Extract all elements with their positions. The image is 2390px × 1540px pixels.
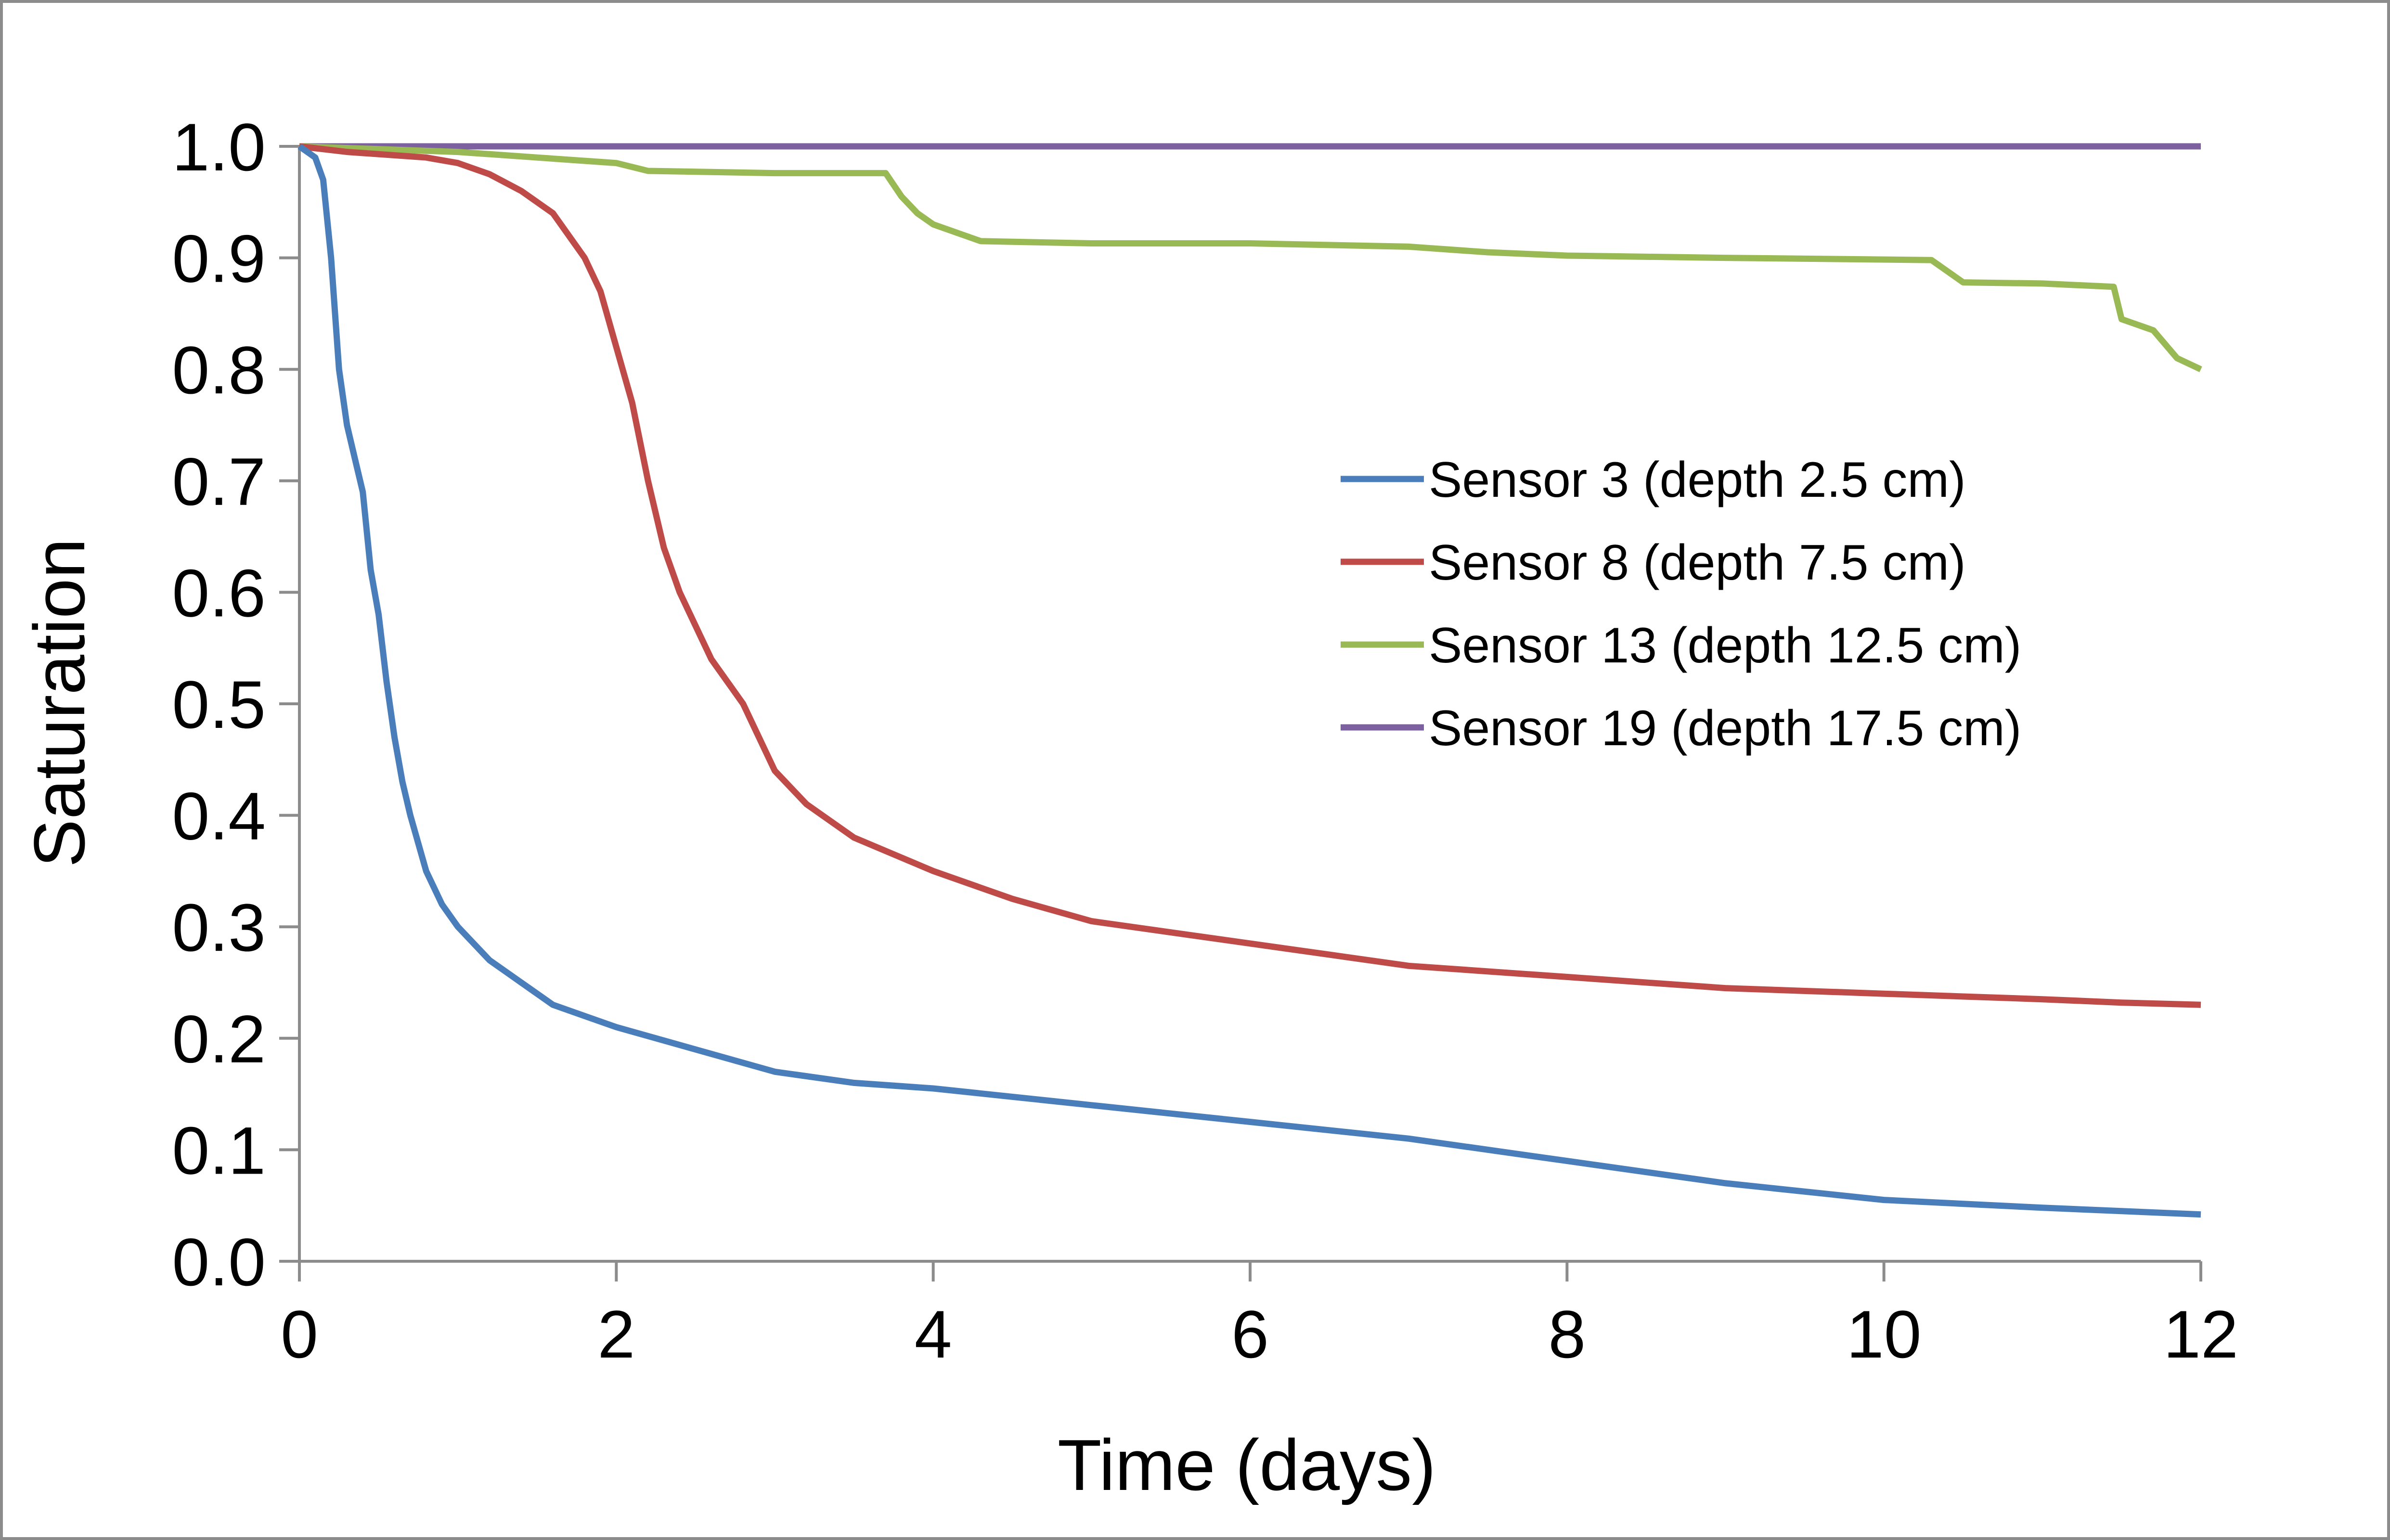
x-tick-label: 0: [281, 1296, 318, 1372]
legend-label-2: Sensor 8 (depth 7.5 cm): [1429, 535, 1966, 591]
y-tick-label: 0.5: [172, 667, 266, 742]
y-tick-label: 0.6: [172, 555, 266, 631]
y-tick-label: 0.7: [172, 444, 266, 519]
y-tick-label: 0.2: [172, 1001, 266, 1077]
x-tick-label: 8: [1548, 1296, 1586, 1372]
series-line-1: [297, 143, 2201, 1218]
y-tick-label: 0.1: [172, 1113, 266, 1188]
x-axis-title: Time (days): [1058, 1424, 1436, 1505]
y-tick-label: 0.3: [172, 890, 266, 965]
y-tick-label: 0.9: [172, 221, 266, 297]
axes: [279, 145, 2202, 1281]
x-tick-label: 6: [1231, 1296, 1269, 1372]
y-tick-label: 0.4: [172, 778, 266, 854]
x-tick-label: 12: [2163, 1296, 2238, 1372]
legend-label-4: Sensor 19 (depth 17.5 cm): [1429, 700, 2021, 756]
series-line-3: [299, 143, 2202, 373]
y-tick-label: 1.0: [172, 109, 266, 185]
legend: Sensor 3 (depth 2.5 cm) Sensor 8 (depth 7…: [1341, 452, 2021, 756]
series-line-2: [299, 143, 2201, 1008]
x-tick-label: 10: [1847, 1296, 1922, 1372]
x-tick-label: 2: [597, 1296, 635, 1372]
y-tick-label: 0.8: [172, 332, 266, 408]
legend-label-3: Sensor 13 (depth 12.5 cm): [1429, 618, 2021, 673]
x-tick-label: 4: [915, 1296, 952, 1372]
series-layer: [297, 143, 2202, 1218]
tick-labels: 0.0 0.1 0.2 0.3 0.4 0.5 0.6 0.7 0.8 0.9 1.0 0 2 4 6 8 10…: [172, 109, 2238, 1372]
y-tick-label: 0.0: [172, 1224, 266, 1300]
legend-label-1: Sensor 3 (depth 2.5 cm): [1429, 452, 1966, 508]
y-axis-title: Saturation: [19, 538, 100, 867]
